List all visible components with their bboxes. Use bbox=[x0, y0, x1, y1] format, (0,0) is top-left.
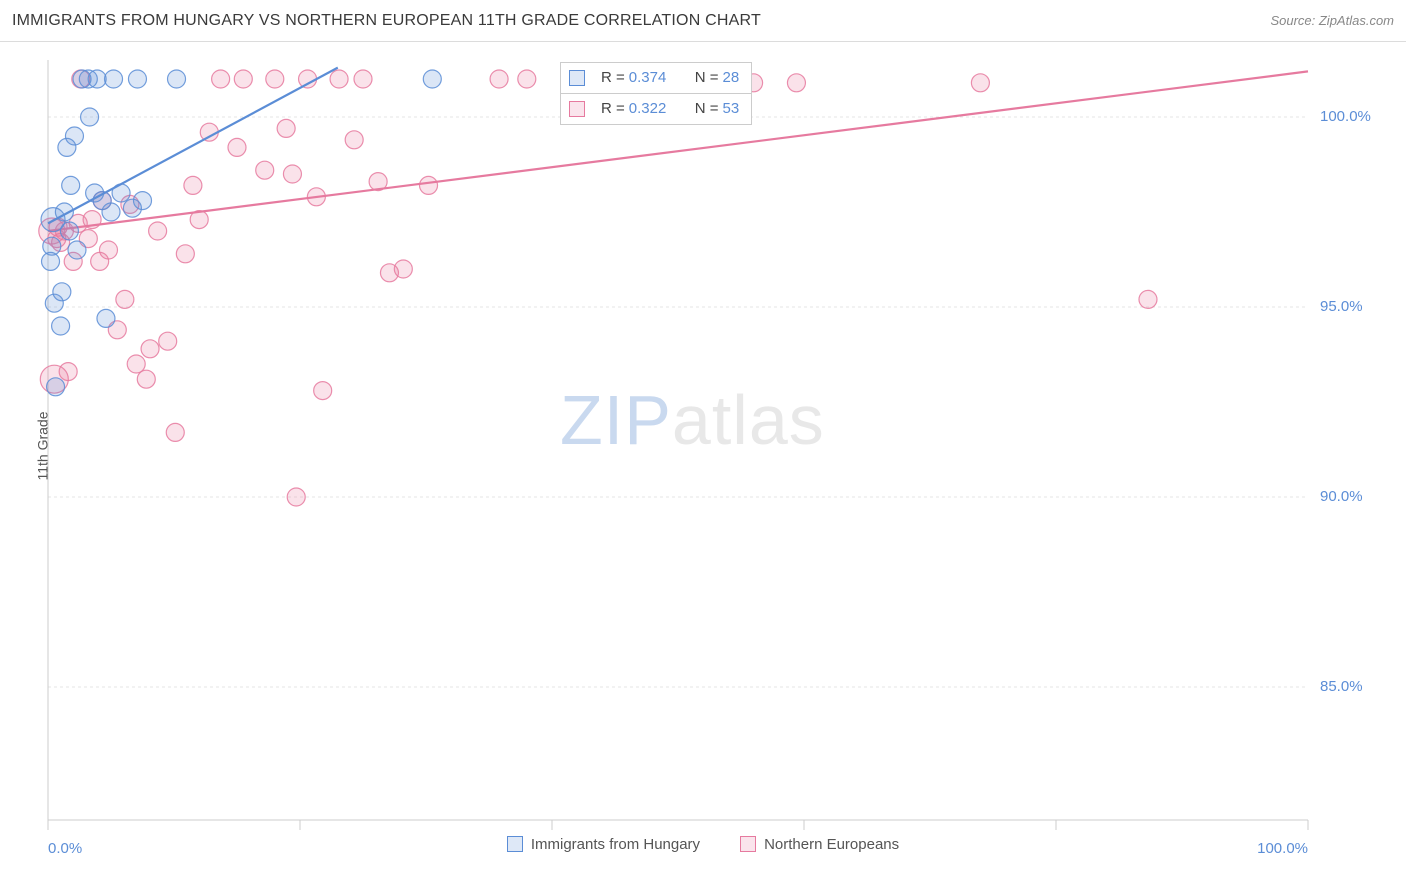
y-tick-label: 95.0% bbox=[1320, 298, 1400, 315]
stats-row-northern: R =0.322 N =53 bbox=[561, 94, 751, 124]
n-value: 28 bbox=[723, 65, 740, 91]
y-tick-label: 90.0% bbox=[1320, 488, 1400, 505]
bottom-legend: Immigrants from Hungary Northern European… bbox=[0, 836, 1406, 853]
stats-legend: R =0.374 N =28 R =0.322 N =53 bbox=[560, 62, 752, 125]
legend-label: Northern Europeans bbox=[764, 836, 899, 853]
r-label: R = bbox=[601, 65, 625, 91]
r-label: R = bbox=[601, 96, 625, 122]
n-label: N = bbox=[695, 65, 719, 91]
chart-title: IMMIGRANTS FROM HUNGARY VS NORTHERN EURO… bbox=[12, 12, 761, 30]
stats-row-hungary: R =0.374 N =28 bbox=[561, 63, 751, 94]
swatch-icon bbox=[740, 836, 756, 852]
swatch-icon bbox=[569, 70, 585, 86]
r-value: 0.374 bbox=[629, 65, 681, 91]
scatter-plot bbox=[48, 60, 1308, 820]
legend-label: Immigrants from Hungary bbox=[531, 836, 700, 853]
y-tick-label: 100.0% bbox=[1320, 108, 1400, 125]
n-value: 53 bbox=[723, 96, 740, 122]
y-tick-label: 85.0% bbox=[1320, 678, 1400, 695]
source-credit: Source: ZipAtlas.com bbox=[1270, 13, 1394, 28]
swatch-icon bbox=[569, 101, 585, 117]
plot-svg bbox=[48, 60, 1308, 820]
n-label: N = bbox=[695, 96, 719, 122]
legend-item: Immigrants from Hungary bbox=[507, 836, 700, 853]
chart-header: IMMIGRANTS FROM HUNGARY VS NORTHERN EURO… bbox=[0, 0, 1406, 42]
swatch-icon bbox=[507, 836, 523, 852]
legend-item: Northern Europeans bbox=[740, 836, 899, 853]
r-value: 0.322 bbox=[629, 96, 681, 122]
